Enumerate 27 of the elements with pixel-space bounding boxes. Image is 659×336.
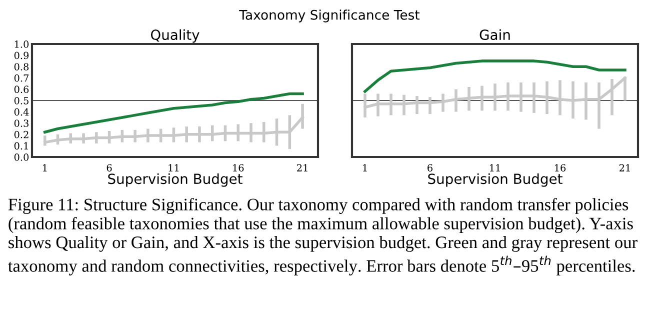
x-tick-label: 16 bbox=[233, 164, 244, 172]
text: Taxonomy Significance Test bbox=[239, 10, 420, 22]
y-tick-label: 1.0 bbox=[14, 40, 29, 48]
x-tick-label: 21 bbox=[297, 164, 308, 172]
y-tick-label: 0.5 bbox=[14, 96, 28, 104]
chart-title: Gain bbox=[480, 29, 510, 40]
y-tick-label: 0.3 bbox=[14, 120, 28, 127]
x-tick-label: 1 bbox=[363, 164, 367, 172]
y-tick-label: 0.0 bbox=[14, 153, 29, 161]
y-tick-label: 0.1 bbox=[14, 142, 28, 150]
x-tick-label: 6 bbox=[428, 164, 432, 172]
x-tick-label: 21 bbox=[619, 164, 630, 172]
x-axis-title: Supervision Budget bbox=[428, 173, 562, 187]
x-tick-label: 11 bbox=[168, 164, 179, 172]
x-tick-label: 6 bbox=[106, 164, 112, 172]
chart-title: Quality bbox=[150, 29, 200, 43]
caption: Figure 11: Structure Significance. Our taxonomy compared with random transfer policies (random feasible taxonomies that use the maximum allowable supervision budget). Y-axis shows Quality or Gain, and X-axis is the supervision budget. Green and gray represent our taxonomy and random connectivities, respectively. Error bars denote 5$^{th}$–95$^{th}$ percentiles. bbox=[8, 198, 638, 276]
x-tick-label: 11 bbox=[490, 164, 500, 172]
y-tick-label: 0.7 bbox=[14, 74, 29, 82]
y-tick-label: 0.6 bbox=[14, 86, 29, 94]
x-axis-title: Supervision Budget bbox=[108, 173, 242, 187]
y-tick-label: 0.8 bbox=[14, 63, 29, 70]
y-tick-label: 0.2 bbox=[14, 130, 28, 138]
x-tick-label: 1 bbox=[42, 164, 47, 172]
y-tick-label: 0.9 bbox=[14, 52, 29, 60]
x-tick-label: 16 bbox=[555, 164, 566, 172]
y-tick-label: 0.4 bbox=[14, 108, 29, 116]
